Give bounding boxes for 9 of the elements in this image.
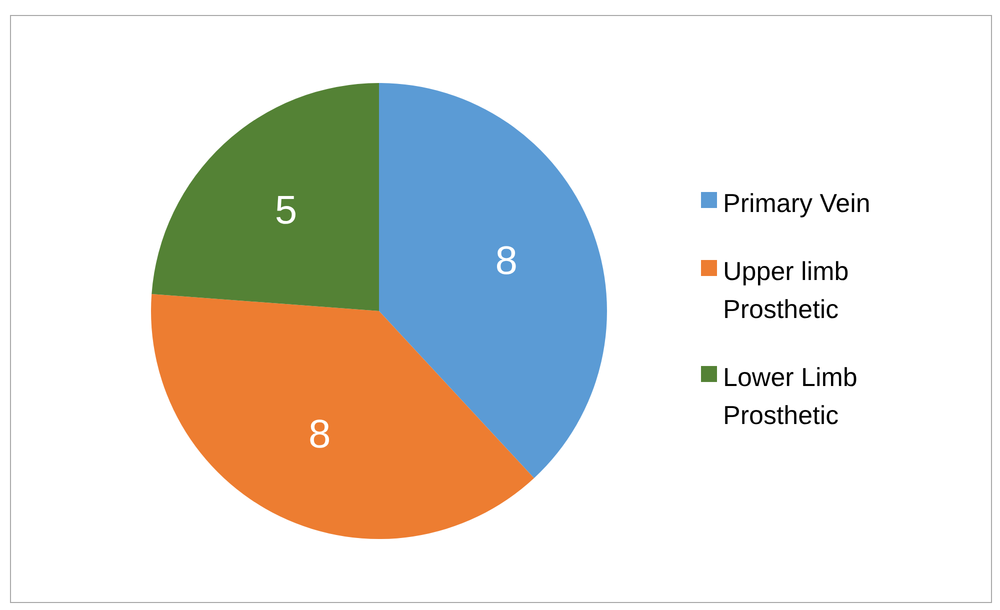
- data-label: 8: [495, 239, 518, 284]
- data-label: 8: [308, 412, 331, 456]
- legend-label: Upper limb Prosthetic: [723, 255, 850, 326]
- pie-slice: [379, 83, 607, 478]
- pie-slice: [151, 294, 534, 539]
- legend-label: Primary Vein: [723, 187, 870, 220]
- pie-slice: [152, 83, 379, 311]
- legend-label: Lower Limb Prosthetic: [723, 361, 858, 432]
- data-label: 5: [274, 188, 298, 233]
